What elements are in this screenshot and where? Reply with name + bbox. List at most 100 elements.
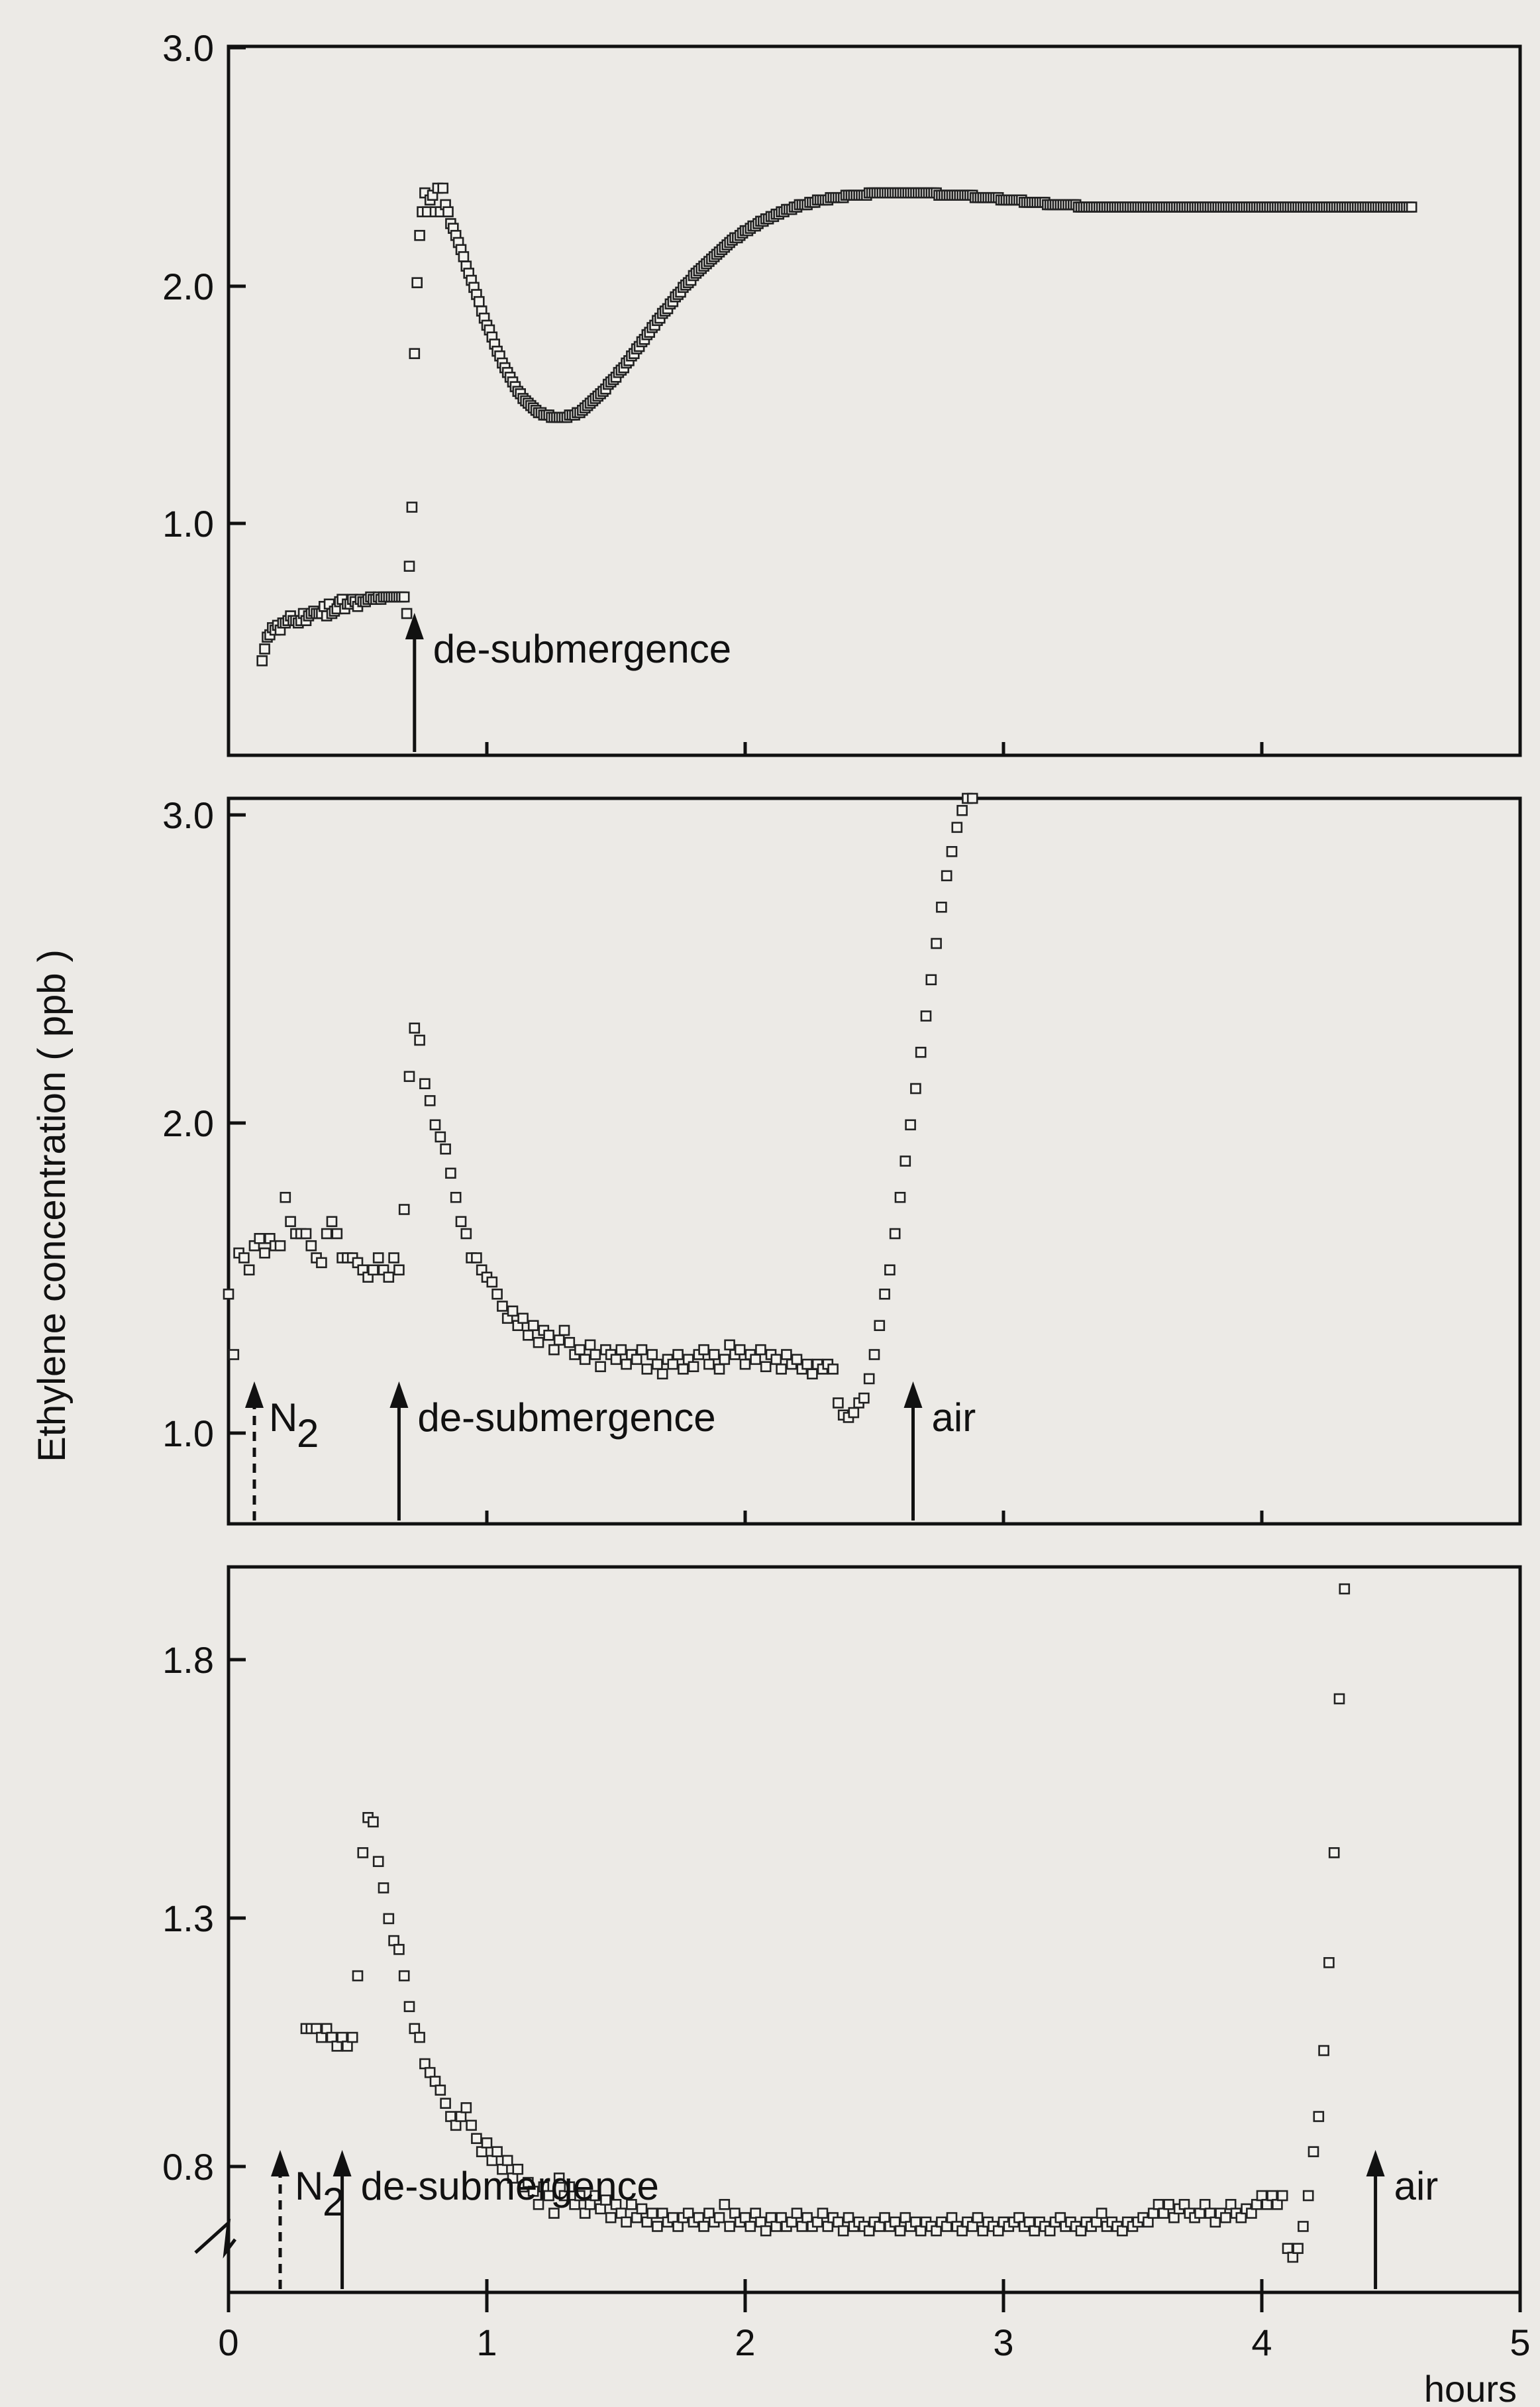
data-point [336,2031,348,2043]
data-point [724,1339,735,1351]
annotation-label: air [932,1395,976,1440]
data-point [321,2023,333,2035]
data-point [1339,1583,1351,1595]
data-point [713,2212,725,2223]
data-point [925,974,937,986]
data-point [966,2221,978,2232]
data-point [548,1344,560,1356]
data-point [1158,2208,1170,2219]
data-point [837,2225,849,2237]
data-point [1013,2212,1025,2223]
data-markers [223,792,978,1423]
data-point [667,2212,679,2223]
y-tick-label: 1.0 [162,503,214,545]
axis-break-mark [194,2218,236,2259]
data-point [406,502,418,513]
y-tick-label: 3.0 [162,27,214,69]
data-point [491,2146,503,2157]
data-point [682,2208,694,2219]
data-point [1276,2190,1288,2202]
annotation-subscript: 2 [297,1411,319,1456]
data-point [708,1349,720,1360]
data-point [776,1364,787,1375]
data-point [786,2216,797,2228]
data-point [1292,2243,1304,2254]
x-tick-label: 0 [218,2322,238,2363]
data-point [238,1252,250,1263]
data-point [440,2098,451,2109]
data-point [517,1312,529,1324]
annotation-arrowhead [245,1381,264,1408]
data-point [811,2216,823,2228]
data-point [471,2133,482,2145]
data-point [429,1119,441,1131]
data-point [326,1216,338,1228]
annotation-arrowhead [333,2150,352,2176]
y-tick-label: 3.0 [162,794,214,836]
data-point [946,2212,958,2223]
data-point [822,2221,834,2232]
annotation-label: de-submergence [361,2164,659,2208]
data-point [414,230,425,241]
data-point [610,1354,622,1365]
data-point [1225,2198,1237,2210]
data-point [1204,2208,1216,2219]
data-point [414,2031,425,2043]
data-point [641,1364,653,1375]
data-point [460,2102,472,2113]
data-point [450,1191,462,1203]
data-point [372,1252,384,1263]
data-point [352,1970,364,1982]
data-point [455,1216,467,1228]
data-point [553,2172,565,2184]
data-point [765,2212,777,2223]
data-point [388,1935,399,1947]
data-point [760,2225,772,2237]
data-point [899,2212,911,2223]
data-point [368,1816,379,1828]
data-point [409,1022,421,1034]
data-point [884,1264,896,1276]
data-point [574,1344,586,1356]
data-point [951,822,963,833]
data-point [631,2212,642,2223]
data-point [357,1847,369,1858]
data-point [605,2212,617,2223]
data-point [719,2198,731,2210]
data-point [672,1349,684,1360]
data-point [424,2066,436,2078]
data-point [899,1155,911,1167]
data-point [868,1349,880,1360]
data-point [656,2208,668,2219]
data-point [1318,2045,1329,2057]
data-point [564,2181,576,2193]
data-point [734,1344,746,1356]
data-point [411,277,423,288]
data-point [724,2221,735,2232]
data-point [1044,2225,1056,2237]
x-axis: 0 1 2 3 4 5 [218,2292,1531,2363]
data-point [466,2119,477,2131]
data-point [615,2208,627,2219]
data-point [796,2221,808,2232]
data-point [429,2076,441,2087]
data-point [476,2146,488,2157]
annotation-label: N [295,2164,323,2208]
data-point [378,1882,389,1894]
data-point [497,1301,508,1312]
data-point [564,1336,576,1348]
data-point [693,2212,705,2223]
annotation-arrowhead [389,1381,409,1408]
data-point [512,2163,524,2175]
y-tick-label: 1.0 [162,1413,214,1454]
data-point [342,2041,353,2052]
data-point [331,1228,343,1240]
data-point [316,2031,327,2043]
panel-bottom: 1.81.30.8 N2 de-submergence air [162,1565,1522,2294]
data-point [403,561,415,572]
y-tick-label: 0.8 [162,2146,214,2188]
data-point [450,2119,462,2131]
y-tick-label: 1.3 [162,1898,214,1939]
data-point [781,1349,792,1360]
annotation-label: N [269,1395,297,1440]
